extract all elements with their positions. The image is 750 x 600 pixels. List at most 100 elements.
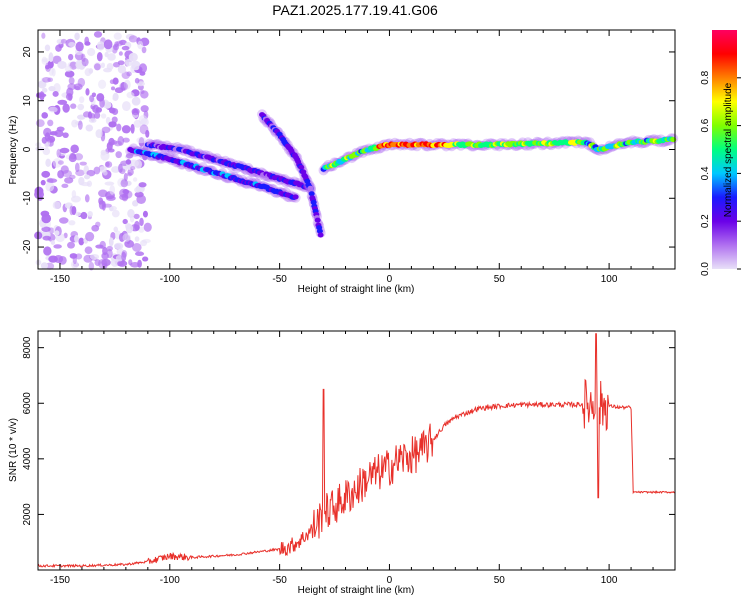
noise-blob	[129, 215, 135, 223]
snr-y-label: SNR (10 * v/v)	[8, 418, 19, 482]
noise-blob	[96, 41, 105, 51]
noise-blob	[59, 147, 70, 154]
noise-blob	[69, 205, 74, 216]
noise-blob	[45, 158, 51, 167]
noise-blob	[134, 191, 144, 198]
noise-blob	[93, 31, 103, 38]
noise-blob	[119, 168, 126, 175]
noise-blob	[87, 48, 96, 57]
noise-blob	[99, 98, 105, 108]
noise-blob	[134, 77, 140, 84]
noise-blob	[79, 161, 87, 166]
noise-blob	[62, 132, 69, 139]
noise-blob	[112, 92, 119, 101]
noise-blob	[122, 218, 128, 225]
noise-blob	[117, 136, 125, 146]
noise-blob	[47, 178, 58, 183]
noise-blob	[113, 32, 122, 40]
noise-blob	[85, 88, 90, 96]
noise-blob	[120, 179, 128, 188]
noise-blob	[57, 60, 67, 69]
colorbar-tick-label: 0.8	[700, 70, 711, 84]
noise-blob	[143, 222, 152, 232]
y-tick-label: 6000	[22, 392, 33, 415]
noise-blob	[48, 106, 58, 113]
noise-blob	[140, 90, 149, 99]
noise-blob	[75, 211, 81, 217]
noise-blob	[104, 161, 113, 168]
noise-blob	[100, 113, 107, 119]
ridge-blob	[316, 228, 323, 234]
noise-blob	[130, 123, 135, 134]
noise-blob	[77, 103, 85, 111]
y-tick-label: 4000	[22, 447, 33, 470]
noise-blob	[95, 107, 102, 113]
noise-blob	[141, 46, 147, 54]
noise-blob	[113, 226, 118, 233]
noise-blob	[85, 231, 95, 242]
x-tick-label: 100	[601, 575, 618, 586]
noise-blob	[96, 51, 103, 62]
noise-blob	[86, 169, 96, 177]
noise-blob	[62, 169, 73, 178]
noise-blob	[113, 242, 124, 250]
noise-blob	[70, 103, 77, 109]
noise-blob	[103, 101, 112, 109]
ridge-blob	[314, 217, 321, 223]
noise-blob	[72, 254, 77, 265]
noise-blob	[111, 86, 116, 91]
noise-blob	[84, 68, 92, 77]
noise-blob	[60, 38, 67, 44]
noise-blob	[122, 137, 130, 143]
noise-blob	[112, 61, 120, 68]
noise-blob	[75, 253, 83, 260]
noise-blob	[98, 200, 106, 210]
noise-blob	[101, 263, 108, 269]
noise-blob	[128, 52, 138, 62]
x-tick-label: 0	[387, 575, 393, 586]
noise-blob	[55, 44, 62, 52]
x-tick-label: -100	[160, 575, 180, 586]
noise-blob	[65, 93, 73, 101]
noise-blob	[116, 123, 122, 132]
noise-blob	[102, 203, 112, 208]
spectrogram-y-label: Frequency (Hz)	[8, 116, 19, 185]
noise-blob	[35, 146, 45, 152]
noise-blob	[117, 260, 128, 267]
noise-blob	[125, 153, 134, 159]
noise-blob	[42, 235, 52, 241]
noise-blob	[103, 39, 113, 50]
noise-blob	[57, 99, 68, 105]
noise-blob	[40, 179, 46, 186]
noise-blob	[58, 217, 69, 224]
noise-blob	[48, 255, 58, 263]
noise-blob	[41, 87, 48, 93]
noise-blob	[125, 59, 133, 67]
noise-blob	[75, 41, 84, 52]
x-tick-label: 50	[494, 274, 506, 285]
noise-blob	[40, 262, 49, 270]
noise-blob	[68, 76, 75, 85]
noise-blob	[121, 125, 131, 134]
noise-blob	[43, 246, 52, 256]
noise-blob	[61, 183, 69, 189]
noise-blob	[136, 137, 146, 144]
spectrogram-x-label: Height of straight line (km)	[298, 284, 415, 295]
noise-blob	[84, 194, 90, 203]
noise-blob	[74, 32, 80, 41]
noise-blob	[117, 65, 127, 74]
noise-blob	[41, 112, 49, 119]
noise-blob	[83, 111, 91, 118]
noise-blob	[35, 119, 45, 127]
noise-blob	[106, 195, 116, 201]
noise-blob	[93, 166, 101, 175]
noise-blob	[109, 185, 116, 195]
noise-blob	[76, 114, 86, 120]
noise-blob	[127, 209, 135, 218]
noise-blob	[77, 77, 86, 87]
noise-blob	[67, 241, 75, 249]
colorbar: 0.0 0.2 0.4 0.6 0.8 Normalized spectral ampl…	[700, 30, 741, 276]
y-tick-label: 2000	[22, 503, 33, 526]
noise-blob	[50, 240, 56, 245]
noise-blob	[107, 53, 116, 61]
